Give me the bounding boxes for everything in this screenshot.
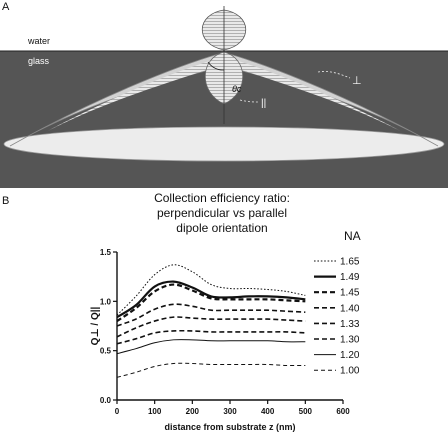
par-leader	[239, 99, 259, 103]
series-line-1.40	[116, 303, 306, 327]
legend-label-1.45: 1.45	[340, 288, 360, 299]
y-tick-label: 0.5	[100, 347, 112, 356]
perp-leader	[317, 71, 351, 79]
x-tick-label: 200	[186, 407, 200, 416]
glass-label: glass	[28, 56, 50, 66]
legend-label-1.40: 1.40	[340, 303, 360, 314]
right-emission-lobe-inner	[222, 56, 408, 135]
x-tick-label: 500	[299, 407, 313, 416]
chart-title: Collection efficiency ratio: perpendicul…	[154, 192, 290, 235]
series-line-1.49	[116, 280, 306, 319]
critical-angle-label: θc	[232, 84, 242, 94]
x-tick-label: 300	[223, 407, 237, 416]
legend-label-1.00: 1.00	[340, 366, 360, 377]
legend-label-1.49: 1.49	[340, 272, 360, 283]
y-tick-label: 1.0	[100, 297, 112, 306]
series-line-1.65	[116, 264, 306, 316]
series-line-1.20	[116, 339, 306, 355]
chart-title-line-3: dipole orientation	[176, 221, 267, 235]
legend: 1.65 1.49 1.45 1.40 1.33 1.30 1.20 1.00	[314, 257, 360, 377]
series-line-1.30	[116, 329, 306, 345]
legend-label-1.65: 1.65	[340, 257, 360, 268]
chart-title-line-2: perpendicular vs parallel	[157, 206, 287, 220]
y-tick-label: 1.5	[100, 248, 112, 257]
x-axis-label: distance from substrate z (nm)	[164, 422, 295, 432]
x-tick-label: 0	[115, 407, 120, 416]
panel-a-figure: θc ⊥ || A water glass	[0, 0, 448, 188]
series-line-1.00	[116, 362, 306, 378]
legend-label-1.20: 1.20	[340, 350, 360, 361]
series-lines	[116, 264, 306, 378]
x-tick-label: 100	[148, 407, 162, 416]
legend-label-1.30: 1.30	[340, 335, 360, 346]
x-ticks: 0 100 200 300 400 500 600	[115, 400, 350, 416]
series-line-1.45	[116, 283, 306, 322]
perp-label: ⊥	[352, 75, 362, 87]
series-line-1.33	[116, 316, 306, 338]
panel-b-chart: B Collection efficiency ratio: perpendic…	[2, 192, 361, 432]
water-label: water	[27, 36, 50, 46]
y-axis-label: Q⊥ / Q||	[90, 306, 101, 345]
left-emission-lobe-inner	[40, 56, 226, 135]
y-ticks: 0.0 0.5 1.0 1.5	[100, 248, 117, 405]
panel-b-label: B	[2, 195, 9, 207]
bottom-ellipse	[3, 126, 445, 162]
x-tick-label: 600	[336, 407, 350, 416]
chart-title-line-1: Collection efficiency ratio:	[154, 192, 290, 205]
legend-label-1.33: 1.33	[340, 319, 360, 330]
panel-a-label: A	[2, 1, 10, 13]
critical-angle-arc	[207, 61, 225, 71]
legend-title: NA	[344, 229, 361, 243]
par-label: ||	[261, 98, 266, 109]
y-tick-label: 0.0	[100, 396, 112, 405]
x-tick-label: 400	[261, 407, 275, 416]
plot-area: 0 100 200 300 400 500 600 0.0 0.5 1.0 1.5	[100, 248, 350, 416]
